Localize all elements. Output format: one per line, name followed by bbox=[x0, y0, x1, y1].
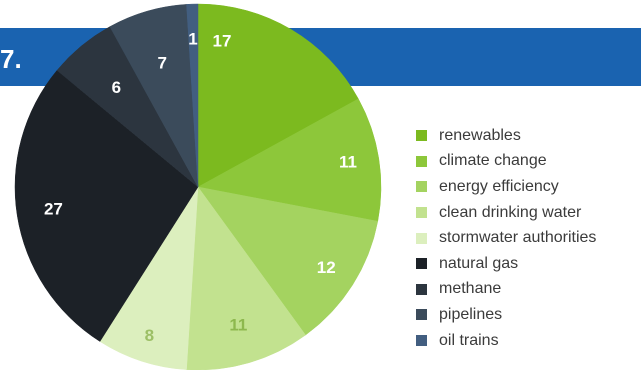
legend-swatch bbox=[416, 207, 427, 218]
legend-swatch bbox=[416, 258, 427, 269]
legend-item: clean drinking water bbox=[416, 200, 596, 226]
legend-swatch bbox=[416, 130, 427, 141]
legend-item: climate change bbox=[416, 149, 596, 175]
slice-value-label: 6 bbox=[112, 78, 121, 97]
legend-label: methane bbox=[439, 280, 501, 298]
legend-label: energy efficiency bbox=[439, 178, 559, 196]
legend-label: stormwater authorities bbox=[439, 229, 596, 247]
legend-label: clean drinking water bbox=[439, 204, 581, 222]
legend-swatch bbox=[416, 233, 427, 244]
legend-item: renewables bbox=[416, 123, 596, 149]
slice-value-label: 7 bbox=[158, 53, 167, 72]
legend-label: pipelines bbox=[439, 306, 502, 324]
slice-value-label: 8 bbox=[145, 326, 154, 345]
legend-item: stormwater authorities bbox=[416, 225, 596, 251]
legend-swatch bbox=[416, 181, 427, 192]
legend-swatch bbox=[416, 284, 427, 295]
legend: renewables climate change energy efficienc… bbox=[416, 123, 596, 353]
legend-swatch bbox=[416, 156, 427, 167]
legend-item: methane bbox=[416, 277, 596, 303]
slice-value-label: 27 bbox=[44, 199, 63, 218]
legend-item: pipelines bbox=[416, 302, 596, 328]
legend-label: climate change bbox=[439, 152, 547, 170]
slice-value-label: 11 bbox=[339, 153, 357, 172]
legend-label: natural gas bbox=[439, 255, 518, 273]
legend-swatch bbox=[416, 335, 427, 346]
slice-value-label: 11 bbox=[229, 315, 247, 334]
legend-item: natural gas bbox=[416, 251, 596, 277]
legend-item: oil trains bbox=[416, 328, 596, 354]
slice-value-label: 12 bbox=[317, 258, 336, 277]
legend-label: renewables bbox=[439, 127, 521, 145]
legend-swatch bbox=[416, 309, 427, 320]
slice-value-label: 1 bbox=[188, 29, 197, 48]
slice-value-label: 17 bbox=[213, 31, 232, 50]
legend-item: energy efficiency bbox=[416, 174, 596, 200]
legend-label: oil trains bbox=[439, 332, 499, 350]
